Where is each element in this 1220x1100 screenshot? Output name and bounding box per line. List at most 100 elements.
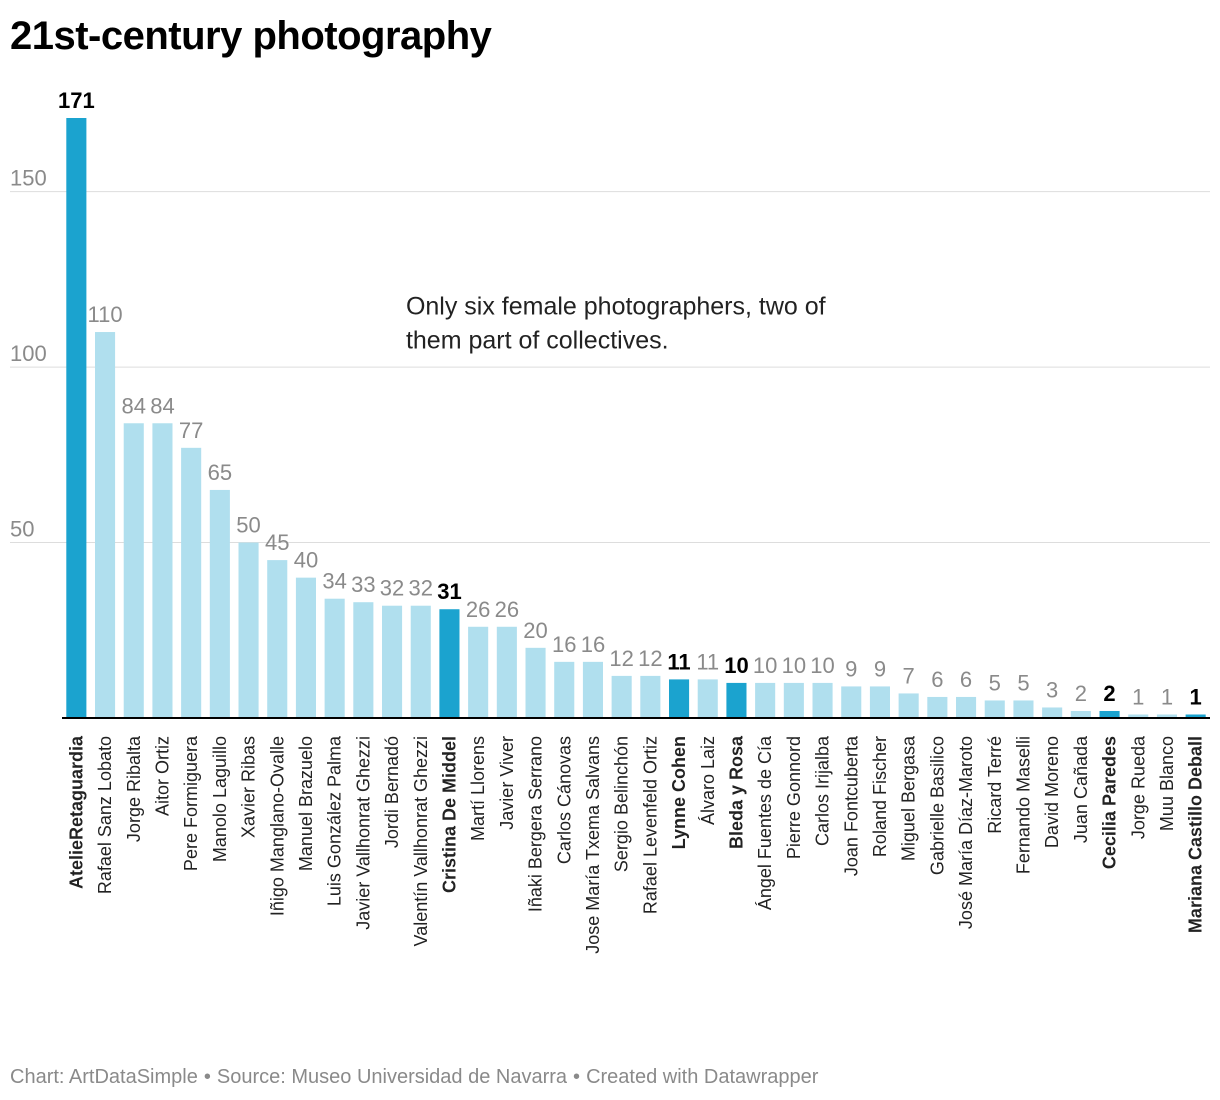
category-labels: AtelieRetaguardia Rafael Sanz Lobato Jorge… (66, 735, 1205, 954)
value-label: 6 (931, 667, 943, 692)
bar (267, 560, 288, 718)
category-label: Ricard Terré (985, 736, 1005, 834)
value-label: 110 (88, 302, 123, 327)
bar (726, 682, 747, 718)
value-label: 50 (236, 513, 260, 538)
bar (209, 489, 230, 718)
category-label: Rafael Levenfeld Ortiz (640, 736, 660, 914)
footer-separator: • (203, 1066, 211, 1088)
bar (181, 447, 202, 718)
value-label: 32 (380, 576, 404, 601)
category-label: Manolo Laguillo (210, 736, 230, 862)
value-label: 2 (1103, 681, 1115, 706)
bar (898, 693, 919, 718)
bar (869, 686, 890, 718)
bar (755, 682, 776, 718)
bar (669, 679, 690, 718)
bar (1128, 714, 1149, 718)
value-label: 171 (58, 88, 95, 113)
category-label: Cecilia Paredes (1100, 736, 1120, 869)
bar (439, 609, 460, 718)
value-label: 5 (1017, 670, 1029, 695)
category-label: Fernando Maselli (1013, 736, 1033, 874)
value-label: 5 (989, 670, 1001, 695)
y-tick-label: 150 (10, 166, 47, 191)
category-label: José María Díaz-Maroto (956, 736, 976, 929)
bar (152, 423, 173, 718)
category-label: Muu Blanco (1157, 736, 1177, 831)
bar (1042, 707, 1063, 718)
value-label: 45 (265, 530, 289, 555)
value-label: 1 (1132, 684, 1144, 709)
category-label: Manuel Brazuelo (296, 736, 316, 871)
chart-title: 21st-century photography (10, 14, 492, 58)
annotation-line-1: Only six female photographers, two of (406, 292, 826, 320)
bars (66, 118, 1206, 718)
bar (1013, 700, 1034, 718)
bar (812, 682, 833, 718)
value-label: 31 (437, 579, 461, 604)
category-label: David Moreno (1042, 736, 1062, 848)
bar (410, 605, 431, 718)
value-label: 1 (1161, 684, 1173, 709)
category-label: Martí Llorens (468, 736, 488, 841)
category-label: Carlos Cánovas (554, 736, 574, 864)
category-label: Juan Cañada (1071, 735, 1091, 843)
category-label: Valentín Vallhonrat Ghezzi (411, 736, 431, 946)
value-label: 16 (581, 632, 605, 657)
value-label: 12 (609, 646, 633, 671)
category-label: Lynne Cohen (669, 736, 689, 849)
value-label: 10 (724, 653, 748, 678)
category-label: Pierre Gonnord (784, 736, 804, 859)
chart-credit: Chart: ArtDataSimple (10, 1066, 198, 1088)
y-tick-label: 100 (10, 341, 47, 366)
bar (640, 675, 661, 718)
category-label: Jorge Ribalta (124, 735, 144, 842)
category-label: Jose María Txema Salvans (583, 736, 603, 954)
bar (295, 577, 316, 718)
bar (123, 423, 144, 718)
category-label: Mariana Castillo Deball (1186, 736, 1206, 933)
bar (1099, 710, 1120, 718)
value-label: 2 (1075, 681, 1087, 706)
value-label: 26 (495, 597, 519, 622)
category-label: AtelieRetaguardia (66, 735, 86, 889)
value-label: 10 (782, 653, 806, 678)
category-label: Xavier Ribas (239, 736, 259, 838)
footer: Chart: ArtDataSimple • Source: Museo Unive… (10, 1064, 818, 1090)
bar (582, 661, 603, 718)
value-label: 11 (696, 649, 719, 674)
annotation-line-2: them part of collectives. (406, 326, 669, 354)
category-label: Aitor Ortiz (152, 736, 172, 816)
value-label: 84 (122, 393, 146, 418)
value-label: 3 (1046, 677, 1058, 702)
category-label: Álvaro Laiz (698, 736, 718, 825)
bar (697, 679, 718, 718)
value-label: 26 (466, 597, 490, 622)
value-label: 11 (667, 649, 690, 674)
value-label: 6 (960, 667, 972, 692)
category-label: Joan Fontcuberta (841, 735, 861, 876)
category-label: Javier Vallhonrat Ghezzi (353, 736, 373, 930)
value-label: 16 (552, 632, 576, 657)
category-label: Iñigo Manglano-Ovalle (267, 736, 287, 916)
category-label: Javier Viver (497, 736, 517, 830)
category-label: Rafael Sanz Lobato (95, 736, 115, 894)
bar (783, 682, 804, 718)
category-label: Carlos Irijalba (813, 735, 833, 846)
value-label: 65 (208, 460, 232, 485)
value-label: 77 (179, 418, 203, 443)
category-label: Luis González Palma (325, 735, 345, 906)
category-label: Cristina De Middel (439, 736, 459, 893)
value-label: 20 (523, 618, 547, 643)
category-label: Bleda y Rosa (726, 735, 746, 849)
bar (1070, 710, 1091, 718)
category-label: Miguel Bergasa (899, 735, 919, 861)
footer-separator: • (573, 1066, 581, 1088)
category-label: Roland Fischer (870, 736, 890, 857)
bar (353, 602, 374, 718)
bar (1185, 714, 1206, 718)
value-label: 33 (351, 572, 375, 597)
category-label: Jordi Bernadó (382, 736, 402, 848)
